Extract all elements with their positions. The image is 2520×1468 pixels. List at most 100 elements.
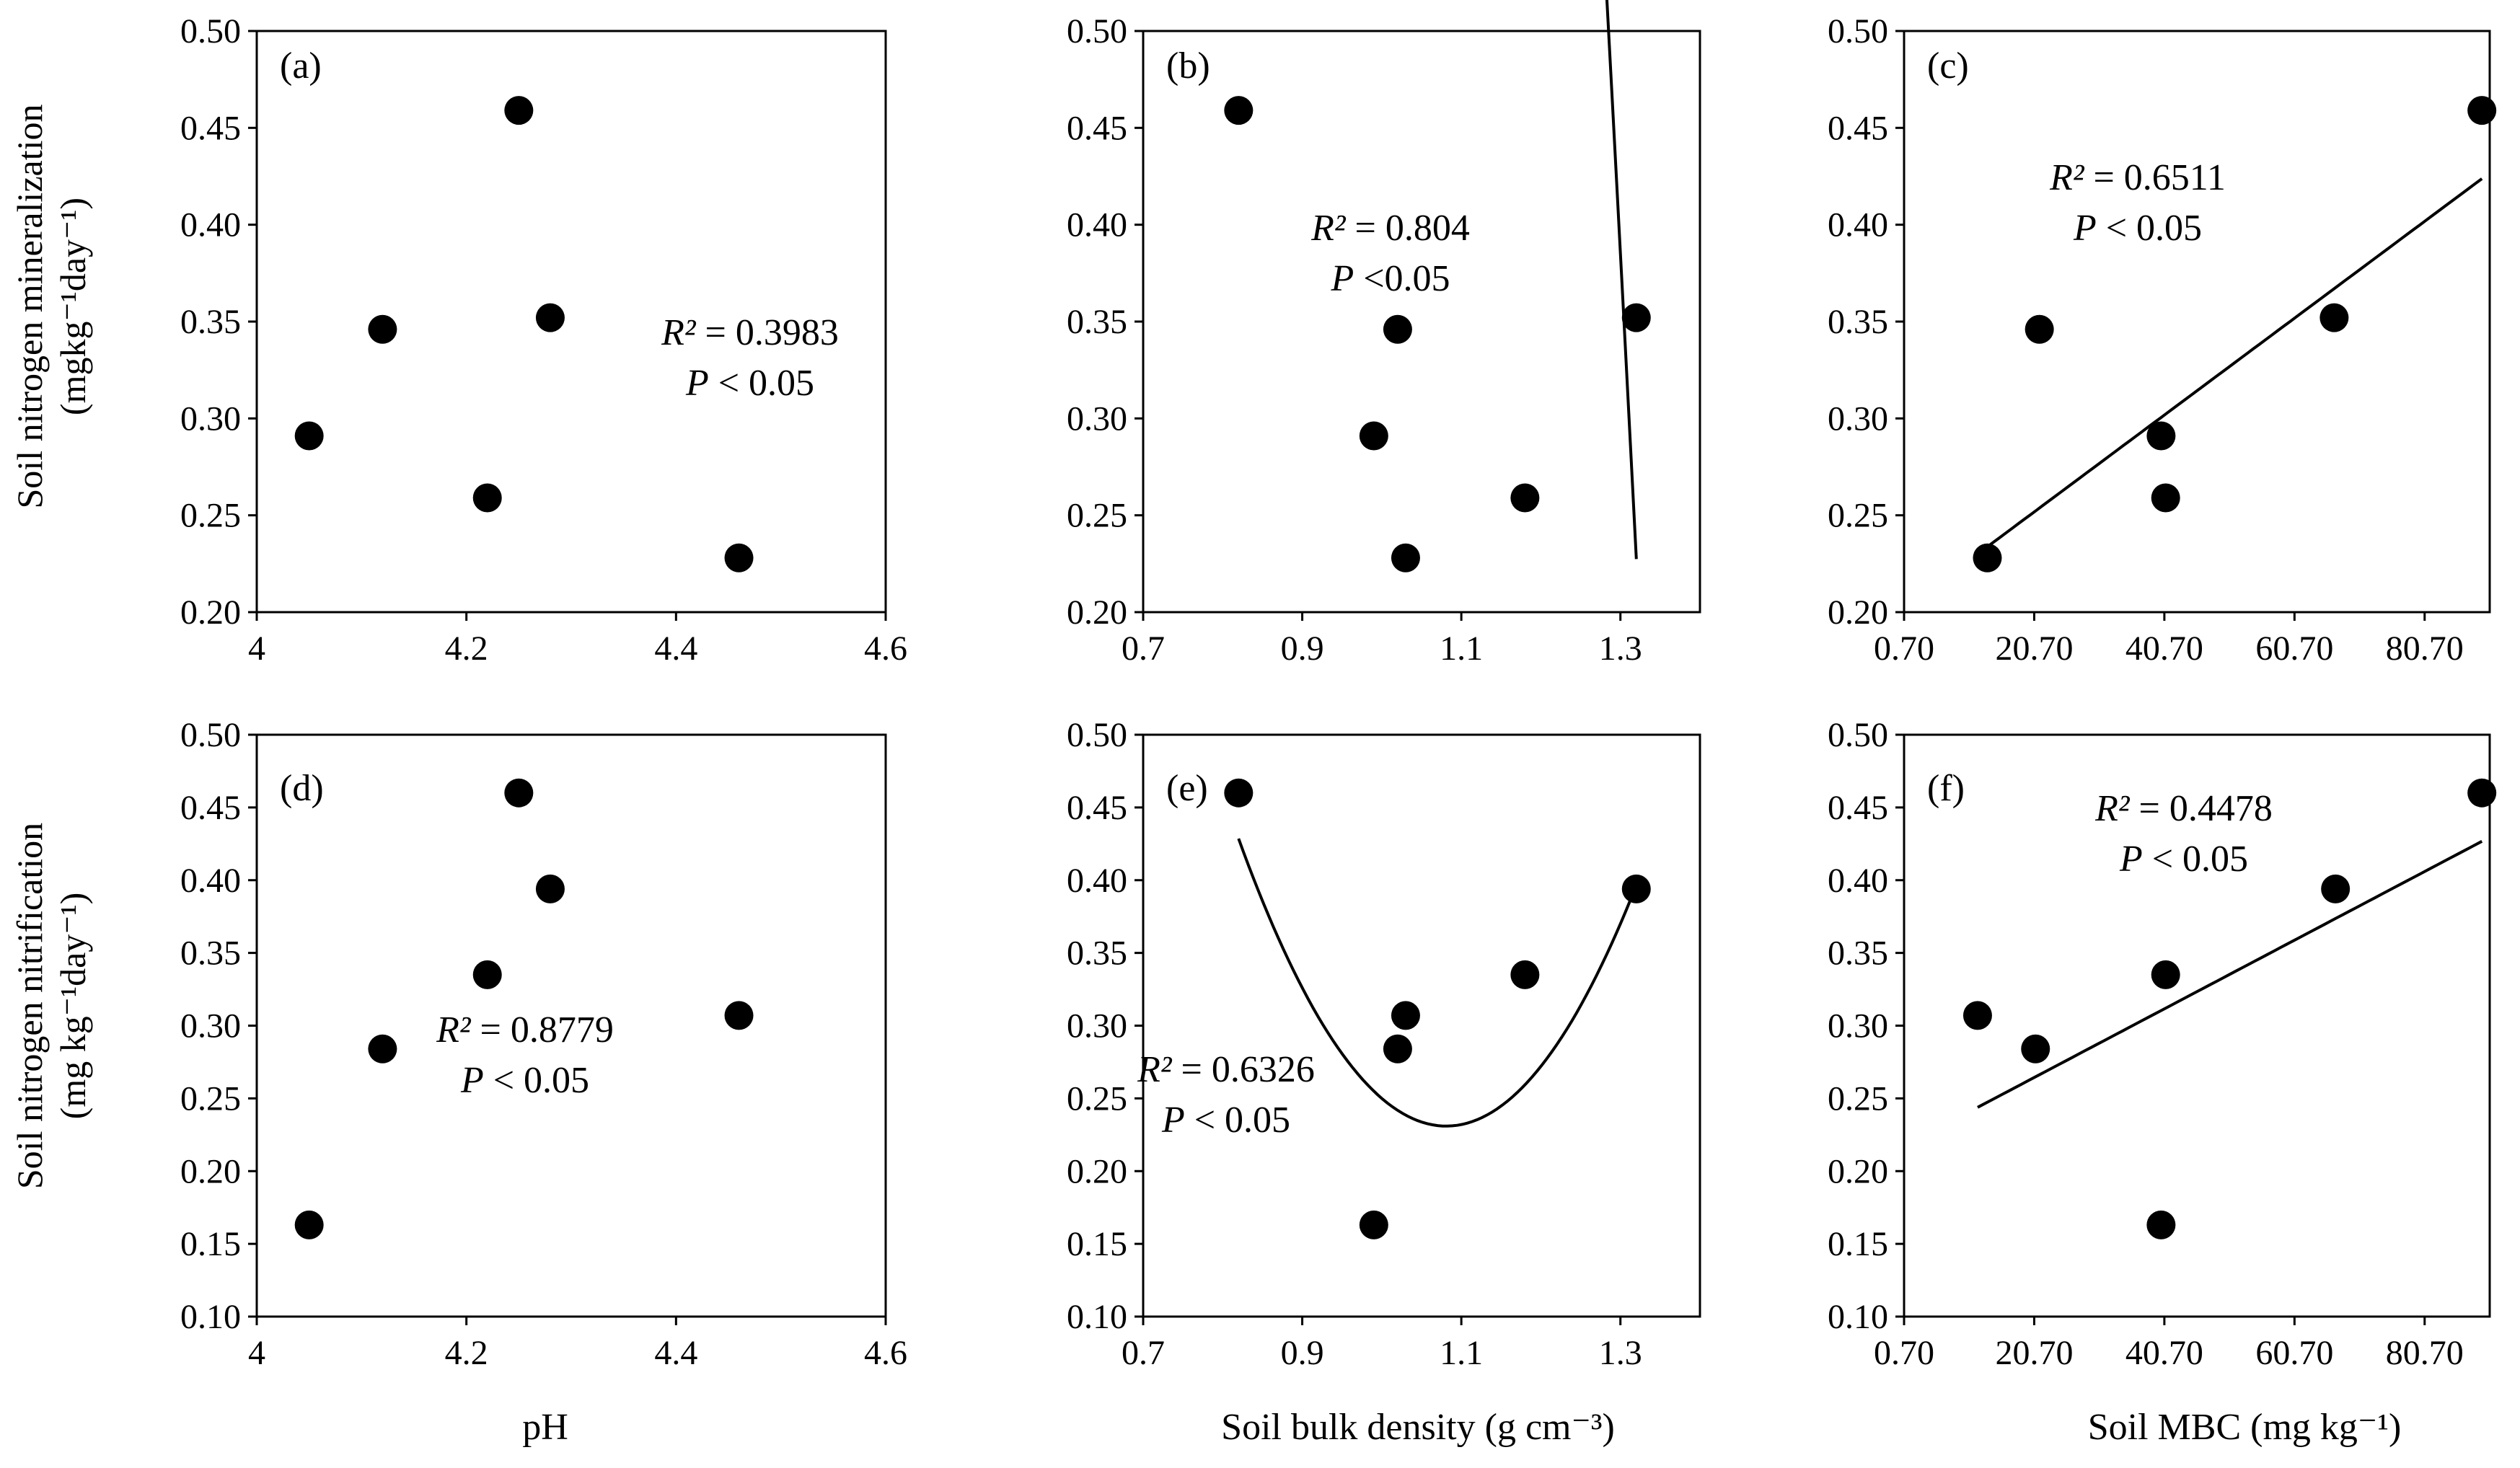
x-tick-label: 4.4	[654, 1334, 697, 1372]
data-point	[504, 778, 534, 808]
data-point	[2321, 874, 2351, 903]
panel-b: 0.20 0.25 0.30 0.35 0.40 0.45 0.50 0.7 0.9 1.1 1.3…	[1067, 0, 1701, 668]
x-tick-label: 4.4	[654, 629, 697, 668]
x-tick-label: 0.7	[1122, 1334, 1165, 1372]
x-tick-label: 80.70	[2386, 629, 2464, 668]
r-squared-annotation: R² = 0.804	[1310, 208, 1470, 249]
x-tick-label: 40.70	[2125, 1334, 2203, 1372]
panel-label: (b)	[1166, 45, 1210, 87]
y-tick-label: 0.20	[1828, 593, 1888, 632]
y-tick-label: 0.30	[180, 399, 241, 438]
data-point	[1621, 874, 1651, 903]
x-tick-label: 20.70	[1995, 1334, 2073, 1372]
y-tick-label: 0.30	[1067, 1007, 1127, 1045]
r-squared-annotation: R² = 0.8779	[436, 1009, 614, 1051]
y-tick-label: 0.45	[1828, 109, 1888, 147]
y-tick-label: 0.45	[180, 789, 241, 827]
panels: 0.20 0.25 0.30 0.35 0.40 0.45 0.50 4 4.2 4.4 4.6 (a…	[180, 0, 2497, 1372]
y-tick-label: 0.40	[180, 862, 241, 900]
y-tick-label: 0.10	[180, 1298, 241, 1336]
y-tick-label: 0.20	[1067, 1152, 1127, 1190]
row1-ylabel: Soil nitrogen mineralization	[9, 105, 50, 509]
xlabel-bulk-density: Soil bulk density (g cm⁻³)	[1221, 1407, 1615, 1448]
panel-a: 0.20 0.25 0.30 0.35 0.40 0.45 0.50 4 4.2 4.4 4.6 (a…	[180, 12, 907, 668]
y-tick-label: 0.50	[1828, 12, 1888, 50]
x-tick-label: 0.70	[1874, 629, 1934, 668]
panel-label: (f)	[1927, 768, 1965, 809]
x-tick-label: 4.6	[864, 1334, 907, 1372]
r-squared-annotation: R² = 0.4478	[2094, 788, 2273, 829]
y-tick-label: 0.10	[1828, 1298, 1888, 1336]
fit-line	[1237, 838, 1638, 1128]
panel-label: (a)	[280, 45, 322, 87]
y-tick-label: 0.25	[1067, 497, 1127, 535]
data-point	[1391, 543, 1420, 572]
data-point	[2151, 960, 2180, 989]
data-point	[294, 421, 324, 451]
p-value-annotation: P < 0.05	[1161, 1100, 1290, 1141]
x-tick-label: 20.70	[1995, 629, 2073, 668]
panel-e: 0.10 0.15 0.20 0.25 0.30 0.35 0.40 0.45 0.50 0.7 0…	[1067, 716, 1701, 1372]
x-tick-label: 1.3	[1599, 1334, 1642, 1372]
data-point	[2146, 421, 2176, 451]
panel-d: 0.10 0.15 0.20 0.25 0.30 0.35 0.40 0.45 0.50 4 4.2…	[180, 716, 907, 1372]
x-tick-label: 4.2	[445, 629, 488, 668]
x-tick-label: 4	[248, 1334, 265, 1372]
y-tick-label: 0.40	[1067, 862, 1127, 900]
p-value-annotation: P < 0.05	[685, 363, 814, 404]
y-tick-label: 0.50	[1828, 716, 1888, 754]
data-point	[2467, 778, 2497, 808]
y-tick-label: 0.20	[180, 1152, 241, 1190]
x-tick-label: 0.7	[1122, 629, 1165, 668]
x-tick-label: 80.70	[2386, 1334, 2464, 1372]
data-point	[2146, 1210, 2176, 1239]
data-point	[1359, 421, 1388, 451]
data-point	[1621, 303, 1651, 332]
y-tick-label: 0.15	[1067, 1225, 1127, 1263]
data-point	[504, 96, 534, 125]
y-tick-label: 0.30	[1828, 1007, 1888, 1045]
data-point	[1973, 543, 2002, 572]
data-point	[1510, 483, 1540, 513]
y-tick-label: 0.50	[180, 716, 241, 754]
y-tick-label: 0.15	[180, 1225, 241, 1263]
data-point	[1391, 1001, 1420, 1030]
data-point	[2151, 483, 2180, 513]
data-point	[368, 314, 397, 344]
y-tick-label: 0.25	[180, 1079, 241, 1118]
y-tick-label: 0.45	[180, 109, 241, 147]
fit-line	[1986, 177, 2483, 548]
y-tick-label: 0.30	[1828, 399, 1888, 438]
row1-ylabel-units: (mgkg⁻¹day⁻¹)	[53, 198, 93, 415]
x-tick-label: 0.9	[1281, 1334, 1324, 1372]
r-squared-annotation: R² = 0.3983	[661, 312, 839, 353]
y-tick-label: 0.35	[180, 934, 241, 973]
y-tick-label: 0.30	[180, 1007, 241, 1045]
y-tick-label: 0.35	[180, 303, 241, 341]
plot-frame	[1903, 30, 2491, 614]
y-tick-label: 0.30	[1067, 399, 1127, 438]
p-value-annotation: P < 0.05	[460, 1060, 589, 1101]
y-tick-label: 0.20	[1828, 1152, 1888, 1190]
data-point	[472, 960, 502, 989]
y-tick-label: 0.25	[180, 497, 241, 535]
y-tick-label: 0.40	[1828, 206, 1888, 244]
x-tick-label: 1.3	[1599, 629, 1642, 668]
data-point	[2025, 314, 2054, 344]
y-tick-label: 0.20	[1067, 593, 1127, 632]
x-tick-label: 0.70	[1874, 1334, 1934, 1372]
p-value-annotation: P <0.05	[1330, 258, 1450, 299]
r-squared-annotation: R² = 0.6511	[2049, 157, 2226, 198]
x-tick-label: 60.70	[2255, 1334, 2333, 1372]
xlabel-mbc: Soil MBC (mg kg⁻¹)	[2088, 1407, 2402, 1448]
y-tick-label: 0.50	[1067, 716, 1127, 754]
y-tick-label: 0.40	[1067, 206, 1127, 244]
y-tick-label: 0.10	[1067, 1298, 1127, 1336]
data-point	[1359, 1210, 1388, 1239]
data-point	[1510, 960, 1540, 989]
y-tick-label: 0.50	[1067, 12, 1127, 50]
panel-label: (e)	[1166, 768, 1208, 809]
x-tick-label: 1.1	[1440, 629, 1483, 668]
data-point	[1962, 1001, 1992, 1030]
data-point	[368, 1034, 397, 1064]
